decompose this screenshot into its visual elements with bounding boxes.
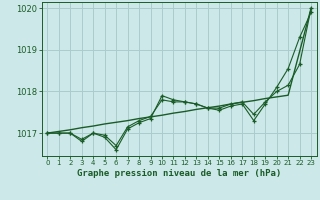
X-axis label: Graphe pression niveau de la mer (hPa): Graphe pression niveau de la mer (hPa) [77,169,281,178]
